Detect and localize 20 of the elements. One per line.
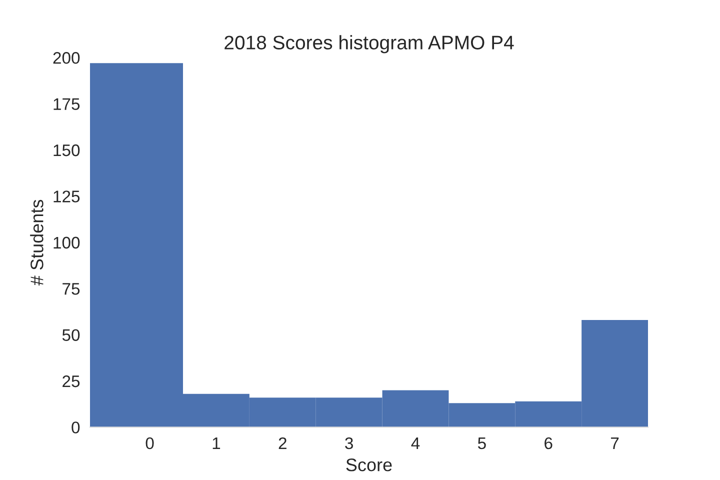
y-tick-label: 100: [54, 236, 80, 249]
x-tick-label: 0: [146, 437, 154, 450]
chart-title: 2018 Scores histogram APMO P4: [224, 35, 514, 54]
y-tick-label: 175: [54, 98, 80, 110]
x-axis-title: Score: [346, 458, 392, 472]
y-axis-title: # Students: [30, 200, 44, 286]
y-tick-label: 75: [62, 283, 80, 295]
y-tick-label: 125: [54, 190, 80, 202]
x-tick-label: 3: [345, 437, 353, 450]
x-tick-label: 1: [212, 438, 220, 449]
y-tick-label: 150: [54, 144, 80, 156]
x-tick-label: 2: [278, 437, 286, 449]
y-tick-label: 25: [62, 375, 80, 388]
x-tick-label: 4: [411, 438, 420, 449]
x-tick-label: 7: [611, 438, 619, 449]
y-tick-label: 50: [62, 329, 80, 342]
y-tick-label: 0: [72, 422, 80, 434]
y-tick-label: 200: [53, 52, 80, 64]
x-tick-label: 6: [544, 437, 552, 450]
x-tick-label: 5: [478, 438, 486, 450]
